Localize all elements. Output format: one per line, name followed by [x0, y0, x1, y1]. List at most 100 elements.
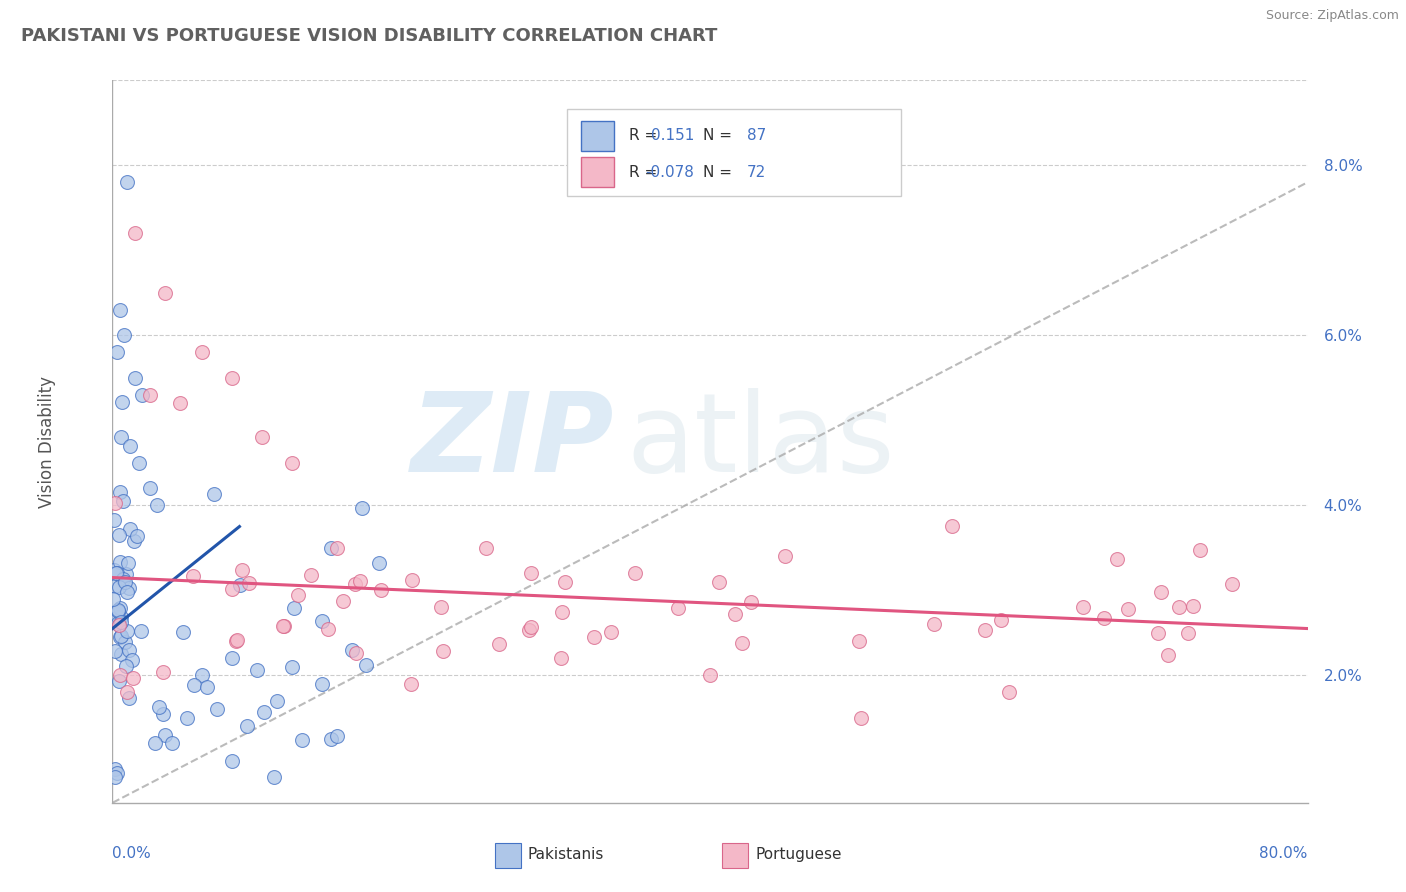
Point [117, 581, 139, 595]
Point [401, 677, 423, 691]
Point [176, 711, 198, 725]
Point [488, 637, 510, 651]
Point [103, 592, 125, 607]
FancyBboxPatch shape [567, 109, 901, 196]
Point [998, 685, 1021, 699]
Point [108, 580, 131, 594]
Point [114, 575, 136, 590]
Point [666, 600, 689, 615]
Point [110, 631, 132, 645]
Point [253, 706, 276, 720]
Point [108, 555, 131, 569]
Point [172, 625, 194, 640]
Point [124, 227, 146, 241]
Point [554, 574, 576, 589]
Point [107, 604, 129, 618]
Point [316, 622, 339, 636]
Point [125, 529, 148, 543]
Text: -0.078: -0.078 [645, 164, 695, 179]
Point [111, 395, 134, 409]
Point [162, 736, 183, 750]
Point [128, 456, 150, 470]
Point [287, 589, 309, 603]
Point [520, 619, 543, 633]
Point [204, 487, 226, 501]
Point [108, 668, 131, 682]
Point [349, 574, 371, 589]
Point [311, 615, 333, 629]
Point [229, 578, 252, 592]
Point [283, 600, 305, 615]
Point [990, 613, 1012, 627]
Point [110, 610, 132, 624]
Point [139, 388, 162, 402]
Point [231, 563, 253, 577]
Point [117, 624, 139, 638]
Point [110, 629, 132, 643]
Point [299, 568, 322, 582]
Point [370, 583, 392, 598]
Point [181, 569, 204, 583]
Bar [581, 157, 614, 187]
Point [520, 566, 543, 581]
Point [129, 624, 152, 639]
Point [169, 396, 191, 410]
Point [941, 518, 963, 533]
Point [122, 534, 145, 549]
Text: Portuguese: Portuguese [755, 847, 842, 863]
Point [118, 642, 141, 657]
Point [121, 653, 143, 667]
Point [221, 371, 243, 385]
Point [281, 456, 304, 470]
Point [263, 770, 285, 784]
Point [1188, 543, 1211, 558]
Point [707, 574, 730, 589]
Point [152, 665, 174, 679]
Point [108, 617, 131, 632]
Point [221, 651, 243, 665]
Point [153, 728, 176, 742]
Point [321, 732, 343, 747]
Point [354, 657, 377, 672]
Point [326, 729, 349, 743]
Point [108, 617, 131, 632]
Point [344, 646, 367, 660]
Bar [495, 843, 522, 868]
Bar [723, 843, 748, 868]
Point [368, 556, 391, 570]
Point [107, 615, 129, 630]
Point [246, 663, 269, 677]
Point [1147, 625, 1170, 640]
Point [110, 430, 132, 444]
Point [111, 494, 134, 508]
Point [401, 574, 423, 588]
Text: ZIP: ZIP [411, 388, 614, 495]
Point [114, 634, 136, 648]
Point [118, 522, 141, 536]
Point [311, 677, 333, 691]
Point [153, 285, 176, 300]
Point [551, 606, 574, 620]
Point [118, 690, 141, 705]
Point [519, 623, 541, 637]
Point [117, 685, 139, 699]
Text: Source: ZipAtlas.com: Source: ZipAtlas.com [1265, 9, 1399, 22]
Point [117, 175, 139, 189]
Text: atlas: atlas [627, 388, 894, 495]
Point [117, 556, 139, 570]
Bar [581, 120, 614, 151]
Point [974, 623, 997, 637]
Point [105, 345, 128, 359]
Point [550, 651, 572, 665]
Point [115, 659, 138, 673]
Point [131, 388, 153, 402]
Point [1150, 585, 1173, 599]
Point [115, 585, 138, 599]
Point [730, 636, 752, 650]
Point [121, 671, 143, 685]
Point [103, 513, 125, 527]
Point [699, 668, 721, 682]
Point [105, 766, 128, 780]
Point [114, 566, 136, 581]
Point [114, 328, 135, 343]
